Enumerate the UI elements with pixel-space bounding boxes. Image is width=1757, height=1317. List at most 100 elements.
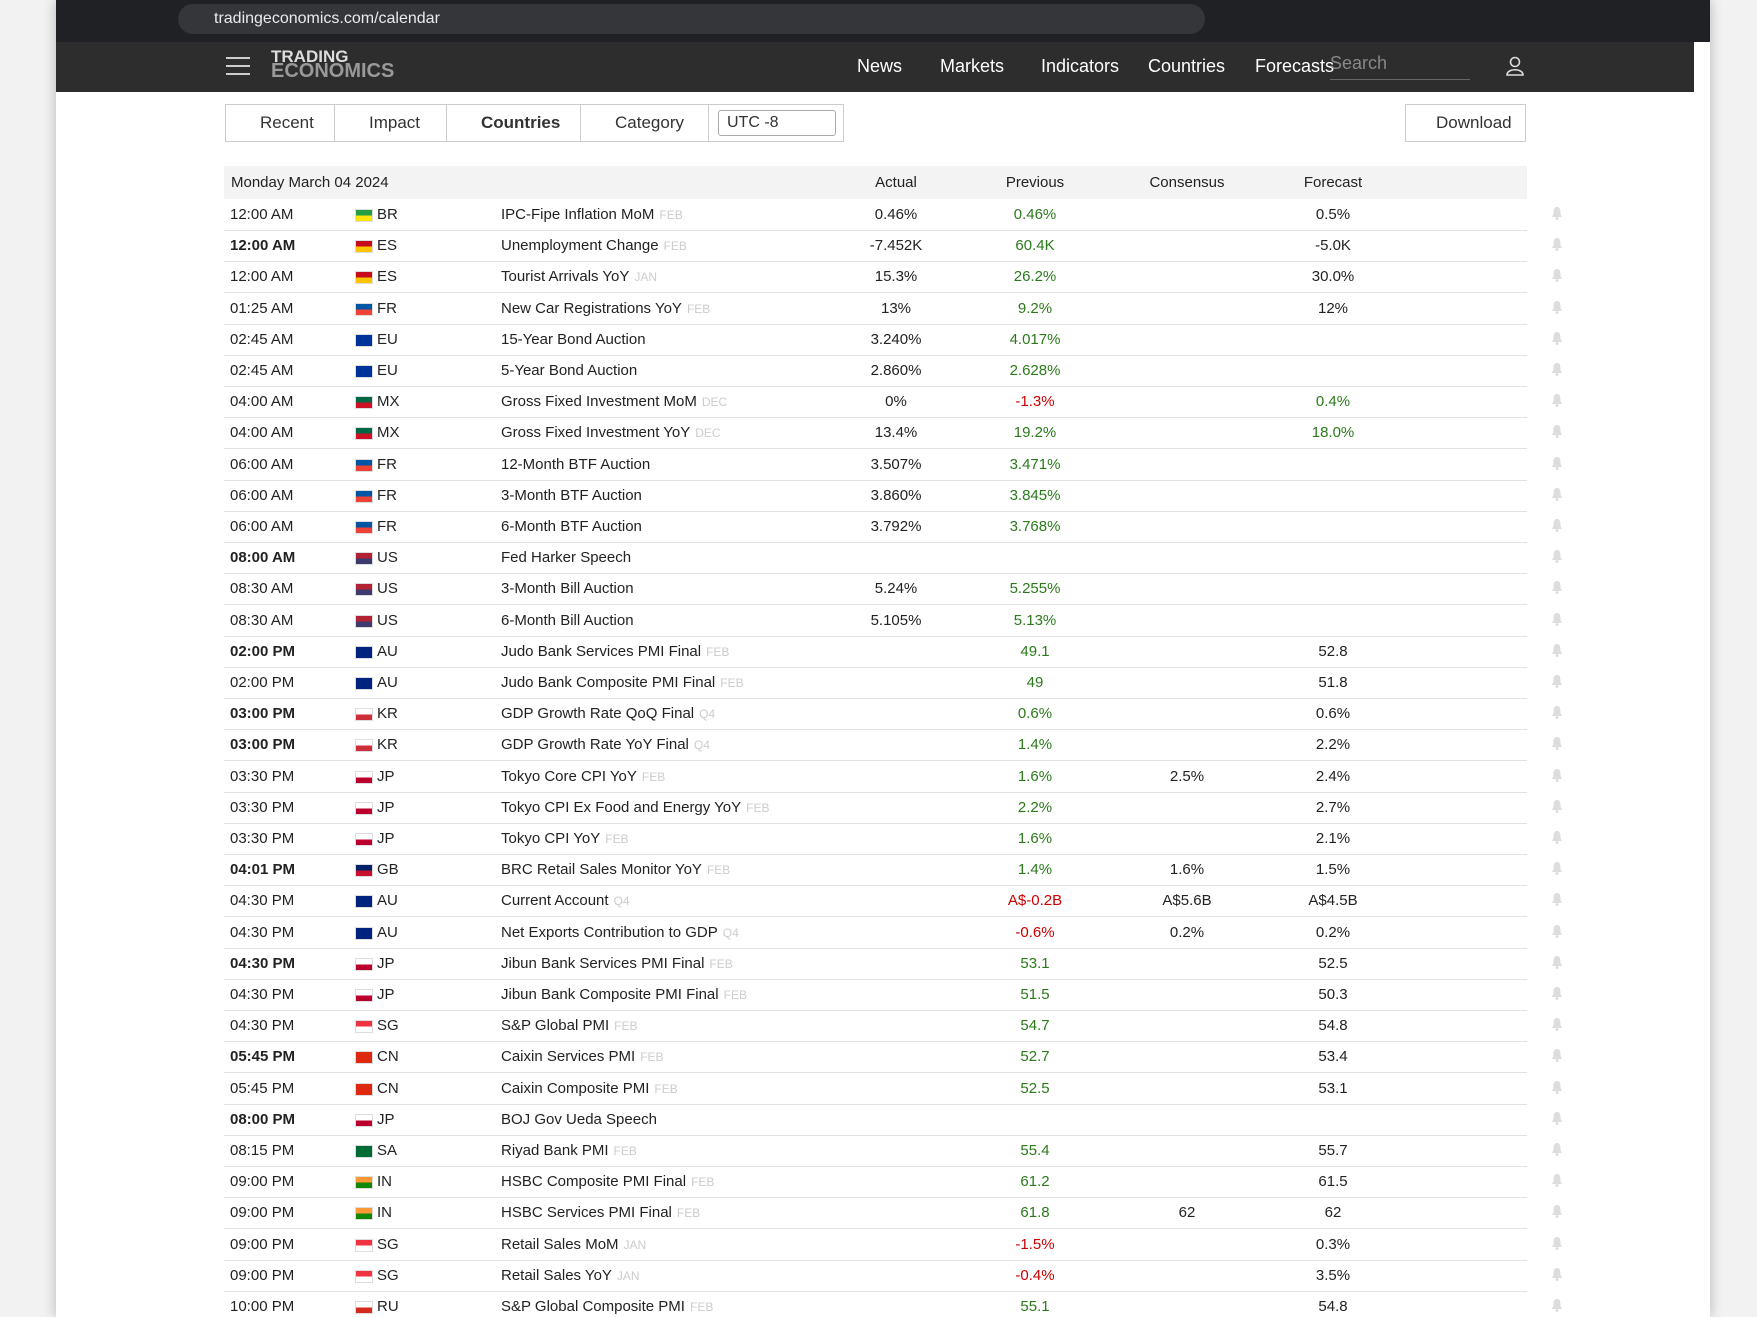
event-name[interactable]: Tokyo CPI Ex Food and Energy YoY FEB — [501, 792, 770, 824]
calendar-row[interactable]: 05:45 PM CN Caixin Services PMI FEB 52.7 53.4 — [224, 1041, 1562, 1074]
event-name[interactable]: Net Exports Contribution to GDP Q4 — [501, 917, 739, 949]
calendar-row[interactable]: 12:00 AM ES Tourist Arrivals YoY JAN 15.3% 26… — [224, 261, 1562, 294]
calendar-row[interactable]: 08:30 AM US 6-Month Bill Auction 5.105% 5.13… — [224, 605, 1562, 637]
download-button[interactable]: Download — [1405, 104, 1526, 142]
calendar-row[interactable]: 02:45 AM EU 5-Year Bond Auction 2.860% 2.628… — [224, 355, 1562, 387]
user-icon[interactable] — [1506, 56, 1524, 76]
event-name[interactable]: Jibun Bank Composite PMI Final FEB — [501, 979, 747, 1011]
alert-bell[interactable] — [1551, 705, 1563, 720]
calendar-row[interactable]: 04:30 PM SG S&P Global PMI FEB 54.7 54.8 — [224, 1010, 1562, 1043]
calendar-row[interactable]: 09:00 PM SG Retail Sales YoY JAN -0.4% 3.5% — [224, 1260, 1562, 1292]
event-name[interactable]: Tokyo CPI YoY FEB — [501, 823, 629, 855]
calendar-row[interactable]: 03:30 PM JP Tokyo CPI Ex Food and Energy Y… — [224, 792, 1562, 824]
event-name[interactable]: Caixin Services PMI FEB — [501, 1041, 664, 1073]
alert-bell[interactable] — [1551, 518, 1563, 532]
calendar-row[interactable]: 10:00 PM RU S&P Global Composite PMI FEB 55.… — [224, 1291, 1562, 1317]
event-name[interactable]: 6-Month BTF Auction — [501, 511, 642, 542]
event-name[interactable]: Gross Fixed Investment MoM DEC — [501, 386, 727, 418]
alert-bell[interactable] — [1551, 237, 1563, 252]
event-name[interactable]: Retail Sales MoM JAN — [501, 1229, 646, 1261]
nav-link[interactable]: Forecasts — [1255, 56, 1335, 76]
alert-bell[interactable] — [1551, 643, 1563, 657]
nav-link[interactable]: Markets — [940, 56, 1005, 76]
calendar-row[interactable]: 08:30 AM US 3-Month Bill Auction 5.24% 5.255… — [224, 573, 1562, 606]
event-name[interactable]: 5-Year Bond Auction — [501, 355, 637, 386]
alert-bell[interactable] — [1551, 1048, 1563, 1063]
event-name[interactable]: Riyad Bank PMI FEB — [501, 1135, 637, 1167]
event-name[interactable]: GDP Growth Rate QoQ Final Q4 — [501, 698, 715, 730]
event-name[interactable]: New Car Registrations YoY FEB — [501, 293, 710, 325]
nav-link[interactable]: Indicators — [1041, 56, 1120, 76]
alert-bell[interactable] — [1551, 986, 1563, 1000]
alert-bell[interactable] — [1551, 1080, 1563, 1094]
event-name[interactable]: Jibun Bank Services PMI Final FEB — [501, 948, 733, 980]
event-name[interactable]: S&P Global PMI FEB — [501, 1010, 637, 1042]
alert-bell[interactable] — [1551, 1267, 1563, 1281]
event-name[interactable]: HSBC Composite PMI Final FEB — [501, 1166, 714, 1198]
nav-link[interactable]: News — [857, 56, 903, 76]
calendar-row[interactable]: 05:45 PM CN Caixin Composite PMI FEB 52.5 53.… — [224, 1073, 1562, 1105]
alert-bell[interactable] — [1551, 1236, 1563, 1250]
alert-bell[interactable] — [1551, 924, 1563, 938]
event-name[interactable]: Judo Bank Services PMI Final FEB — [501, 636, 729, 668]
event-name[interactable]: Judo Bank Composite PMI Final FEB — [501, 667, 744, 699]
event-name[interactable]: Tokyo Core CPI YoY FEB — [501, 761, 665, 793]
alert-bell[interactable] — [1551, 830, 1563, 844]
alert-bell[interactable] — [1551, 1173, 1563, 1188]
event-name[interactable]: 12-Month BTF Auction — [501, 449, 650, 480]
category-button[interactable]: Category — [580, 104, 709, 142]
alert-bell[interactable] — [1551, 892, 1563, 907]
calendar-row[interactable]: 09:00 PM IN HSBC Services PMI Final FEB 61.8… — [224, 1197, 1562, 1230]
alert-bell[interactable] — [1551, 424, 1563, 439]
event-name[interactable]: Current Account Q4 — [501, 885, 630, 917]
alert-bell[interactable] — [1551, 1111, 1563, 1125]
event-name[interactable]: Retail Sales YoY JAN — [501, 1260, 640, 1292]
alert-bell[interactable] — [1551, 1298, 1563, 1312]
event-name[interactable]: Gross Fixed Investment YoY DEC — [501, 417, 721, 449]
alert-bell[interactable] — [1551, 393, 1563, 408]
menu-icon[interactable] — [226, 56, 250, 76]
alert-bell[interactable] — [1551, 1204, 1563, 1219]
calendar-row[interactable]: 08:00 PM JP BOJ Gov Ueda Speech — [224, 1104, 1562, 1136]
event-name[interactable]: Fed Harker Speech — [501, 542, 631, 573]
calendar-row[interactable]: 02:00 PM AU Judo Bank Composite PMI Final F… — [224, 667, 1562, 699]
calendar-row[interactable]: 04:30 PM JP Jibun Bank Composite PMI Final… — [224, 979, 1562, 1011]
calendar-row[interactable]: 12:00 AM BR IPC-Fipe Inflation MoM FEB 0.46%… — [224, 199, 1562, 231]
impact-button[interactable]: Impact — [334, 104, 447, 142]
calendar-row[interactable]: 02:00 PM AU Judo Bank Services PMI Final FE… — [224, 636, 1562, 668]
calendar-row[interactable]: 03:00 PM KR GDP Growth Rate QoQ Final Q4 0.6… — [224, 698, 1562, 731]
alert-bell[interactable] — [1551, 580, 1563, 595]
calendar-row[interactable]: 02:45 AM EU 15-Year Bond Auction 3.240% 4.01… — [224, 324, 1562, 356]
alert-bell[interactable] — [1551, 736, 1563, 751]
countries-button[interactable]: Countries — [446, 104, 581, 142]
event-name[interactable]: BOJ Gov Ueda Speech — [501, 1104, 657, 1135]
alert-bell[interactable] — [1551, 331, 1563, 345]
calendar-row[interactable]: 03:30 PM JP Tokyo Core CPI YoY FEB 1.6% 2.5% 2… — [224, 761, 1562, 793]
calendar-row[interactable]: 06:00 AM FR 12-Month BTF Auction 3.507% 3.47… — [224, 449, 1562, 481]
alert-bell[interactable] — [1551, 612, 1563, 626]
alert-bell[interactable] — [1551, 955, 1563, 969]
event-name[interactable]: IPC-Fipe Inflation MoM FEB — [501, 199, 683, 231]
search-input[interactable]: Search — [1330, 53, 1470, 80]
event-name[interactable]: 3-Month BTF Auction — [501, 480, 642, 511]
calendar-row[interactable]: 06:00 AM FR 6-Month BTF Auction 3.792% 3.768… — [224, 511, 1562, 543]
alert-bell[interactable] — [1551, 768, 1563, 782]
calendar-row[interactable]: 08:00 AM US Fed Harker Speech — [224, 542, 1562, 575]
calendar-row[interactable]: 04:01 PM GB BRC Retail Sales Monitor YoY FE… — [224, 854, 1562, 887]
calendar-row[interactable]: 06:00 AM FR 3-Month BTF Auction 3.860% 3.845… — [224, 480, 1562, 512]
event-name[interactable]: Tourist Arrivals YoY JAN — [501, 261, 657, 293]
alert-bell[interactable] — [1551, 300, 1563, 314]
alert-bell[interactable] — [1551, 799, 1563, 813]
calendar-row[interactable]: 03:00 PM KR GDP Growth Rate YoY Final Q4 1.4… — [224, 729, 1562, 762]
calendar-row[interactable]: 04:30 PM AU Current Account Q4 A$-0.2B A$5.6B… — [224, 885, 1562, 918]
calendar-row[interactable]: 09:00 PM IN HSBC Composite PMI Final FEB 61.… — [224, 1166, 1562, 1199]
event-name[interactable]: GDP Growth Rate YoY Final Q4 — [501, 729, 710, 761]
recent-button[interactable]: Recent — [225, 104, 335, 142]
alert-bell[interactable] — [1551, 1142, 1563, 1156]
calendar-row[interactable]: 12:00 AM ES Unemployment Change FEB -7.452K 6… — [224, 230, 1562, 263]
event-name[interactable]: 3-Month Bill Auction — [501, 573, 634, 604]
alert-bell[interactable] — [1551, 362, 1563, 376]
alert-bell[interactable] — [1551, 456, 1563, 470]
event-name[interactable]: 15-Year Bond Auction — [501, 324, 646, 355]
event-name[interactable]: S&P Global Composite PMI FEB — [501, 1291, 713, 1317]
